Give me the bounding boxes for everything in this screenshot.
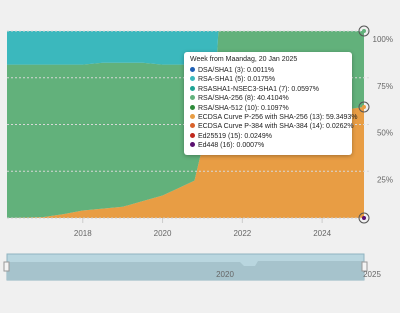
hover-marker	[358, 25, 370, 37]
navigator-label: 2020	[216, 270, 234, 279]
hover-dot	[362, 29, 366, 33]
area	[7, 31, 364, 65]
tooltip-dot	[190, 67, 195, 72]
tooltip-name: ECDSA Curve P-256 with SHA-256 (13)	[198, 114, 326, 121]
tooltip: Week from Maandag, 20 Jan 2025 DSA/SHA1 …	[184, 52, 358, 155]
tooltip-row: RSA/SHA-512 (10)0.1097%	[190, 104, 346, 113]
tooltip-name: ECDSA Curve P-384 with SHA-384 (14)	[198, 123, 326, 130]
tooltip-row: Ed448 (16)0.0007%	[190, 141, 346, 150]
x-tick-label: 2024	[313, 229, 331, 238]
tooltip-value: 0.0597%	[291, 85, 319, 93]
navigator-handle[interactable]	[3, 261, 10, 272]
x-tick-label: 2020	[154, 229, 172, 238]
y-tick-label: 50%	[377, 129, 393, 138]
tooltip-value: 0.0007%	[236, 142, 265, 150]
tooltip-row: RSASHA1-NSEC3-SHA1 (7)0.0597%	[190, 85, 346, 94]
tooltip-row: ECDSA Curve P-256 with SHA-256 (13)59.34…	[190, 113, 358, 122]
navigator-label: 2025	[363, 270, 381, 279]
hover-marker	[358, 101, 370, 113]
tooltip-value: 0.0249%	[244, 132, 272, 140]
x-tick-label: 2022	[233, 229, 251, 238]
tooltip-dot	[190, 123, 195, 129]
tooltip-dot	[190, 95, 195, 101]
tooltip-dot	[190, 113, 195, 119]
y-tick-label: 75%	[377, 82, 393, 91]
tooltip-value: 40.4104%	[257, 95, 289, 103]
tooltip-name: Ed448 (16)	[198, 142, 237, 149]
tooltip-dot	[190, 142, 195, 148]
hover-dot	[362, 216, 366, 220]
x-tick-label: 2018	[74, 229, 92, 238]
tooltip-value: 59.3493%	[326, 113, 358, 121]
navigator-series	[7, 261, 364, 280]
tooltip-value: 0.1097%	[261, 104, 289, 112]
tooltip-name: RSASHA1-NSEC3-SHA1 (7)	[198, 86, 291, 93]
tooltip-title: Week from Maandag, 20 Jan 2025	[190, 56, 298, 63]
tooltip-dot	[190, 104, 195, 110]
tooltip-dot	[190, 132, 195, 138]
tooltip-name: Ed25519 (15)	[198, 133, 244, 140]
tooltip-name: RSA/SHA-256 (8)	[198, 95, 257, 102]
tooltip-row: DSA/SHA1 (3)0.0011%	[190, 66, 346, 75]
y-tick-label: 25%	[377, 175, 393, 184]
tooltip-name: DSA/SHA1 (3)	[198, 67, 247, 74]
tooltip-value: 0.0011%	[247, 67, 275, 74]
tooltip-row: RSA-SHA1 (5)0.0175%	[190, 75, 346, 84]
tooltip-name: RSA/SHA-512 (10)	[198, 105, 261, 112]
tooltip-row: ECDSA Curve P-384 with SHA-384 (14)0.026…	[190, 122, 354, 131]
hover-marker	[358, 212, 370, 224]
tooltip-dot	[190, 85, 195, 91]
tooltip-row: RSA/SHA-256 (8)40.4104%	[190, 94, 346, 103]
tooltip-dot	[190, 76, 195, 82]
hover-dot	[362, 105, 366, 109]
tooltip-value: 0.0175%	[247, 76, 276, 84]
tooltip-value: 0.0262%	[326, 123, 354, 131]
tooltip-row: Ed25519 (15)0.0249%	[190, 132, 346, 141]
y-tick-label: 100%	[373, 35, 393, 44]
navigator-handle[interactable]	[361, 261, 368, 272]
tooltip-name: RSA-SHA1 (5)	[198, 76, 247, 83]
